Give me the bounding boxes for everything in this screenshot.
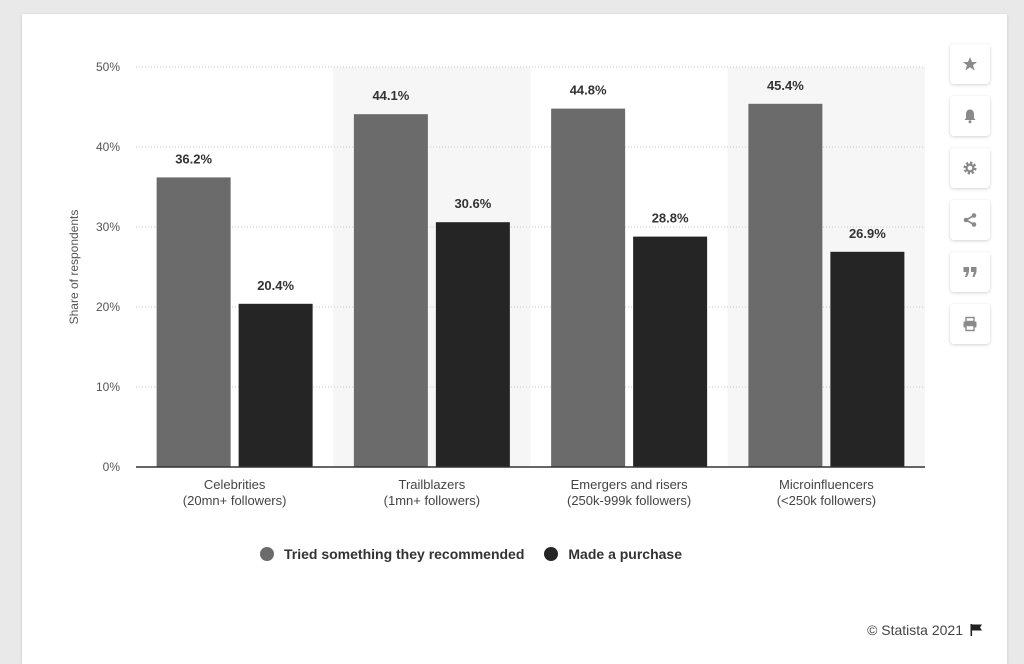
y-tick-label: 30% <box>96 220 120 234</box>
flag-icon <box>970 624 982 636</box>
data-label: 45.4% <box>767 78 804 93</box>
share-button[interactable] <box>950 200 990 240</box>
print-icon <box>963 316 977 332</box>
y-tick-label: 0% <box>103 460 121 474</box>
x-tick-label: (1mn+ followers) <box>384 493 480 508</box>
notification-button[interactable] <box>950 96 990 136</box>
bar <box>551 108 626 467</box>
y-axis-title: Share of respondents <box>67 210 81 325</box>
legend-label-tried: Tried something they recommended <box>284 546 525 562</box>
share-icon <box>963 213 977 227</box>
data-label: 20.4% <box>257 278 294 293</box>
bar <box>748 103 823 468</box>
bar <box>633 236 708 467</box>
bar <box>830 251 905 467</box>
data-label: 26.9% <box>849 226 886 241</box>
cite-button[interactable] <box>950 252 990 292</box>
y-tick-label: 50% <box>96 60 120 74</box>
bar <box>238 303 313 467</box>
statista-credit[interactable]: © Statista 2021 <box>867 622 983 638</box>
x-tick-label: (20mn+ followers) <box>183 493 287 508</box>
bar <box>353 114 428 467</box>
y-tick-label: 20% <box>96 300 120 314</box>
data-label: 44.1% <box>372 88 409 103</box>
legend-item-tried[interactable]: Tried something they recommended <box>260 546 524 562</box>
y-tick-label: 40% <box>96 140 120 154</box>
gear-icon <box>963 161 977 175</box>
chart-legend: Tried something they recommended Made a … <box>260 546 702 562</box>
legend-item-purchase[interactable]: Made a purchase <box>544 546 682 562</box>
x-tick-label: (<250k followers) <box>777 493 876 508</box>
x-tick-label: (250k-999k followers) <box>567 493 691 508</box>
bar <box>156 177 231 467</box>
data-label: 28.8% <box>652 211 689 226</box>
credit-text: © Statista 2021 <box>867 622 963 638</box>
x-tick-label: Celebrities <box>204 477 266 492</box>
legend-label-purchase: Made a purchase <box>568 546 682 562</box>
x-tick-label: Trailblazers <box>399 477 466 492</box>
data-label: 36.2% <box>175 151 212 166</box>
data-label: 30.6% <box>454 196 491 211</box>
legend-swatch-tried <box>260 547 274 561</box>
legend-swatch-purchase <box>544 547 559 561</box>
quote-icon <box>963 267 977 277</box>
data-label: 44.8% <box>570 83 607 98</box>
bar-chart: 0% 10% 20% 30% 40% 50% Share of respondents 36.… <box>67 60 925 508</box>
x-tick-label: Microinfluencers <box>779 477 874 492</box>
star-icon <box>963 57 977 71</box>
bar <box>435 222 510 467</box>
settings-button[interactable] <box>950 148 990 188</box>
bell-icon <box>964 109 976 124</box>
favorite-button[interactable] <box>950 44 990 84</box>
x-tick-label: Emergers and risers <box>571 477 689 492</box>
chart-card: 0% 10% 20% 30% 40% 50% Share of respondents 36.… <box>22 14 1007 664</box>
y-tick-label: 10% <box>96 380 120 394</box>
print-button[interactable] <box>950 304 990 344</box>
